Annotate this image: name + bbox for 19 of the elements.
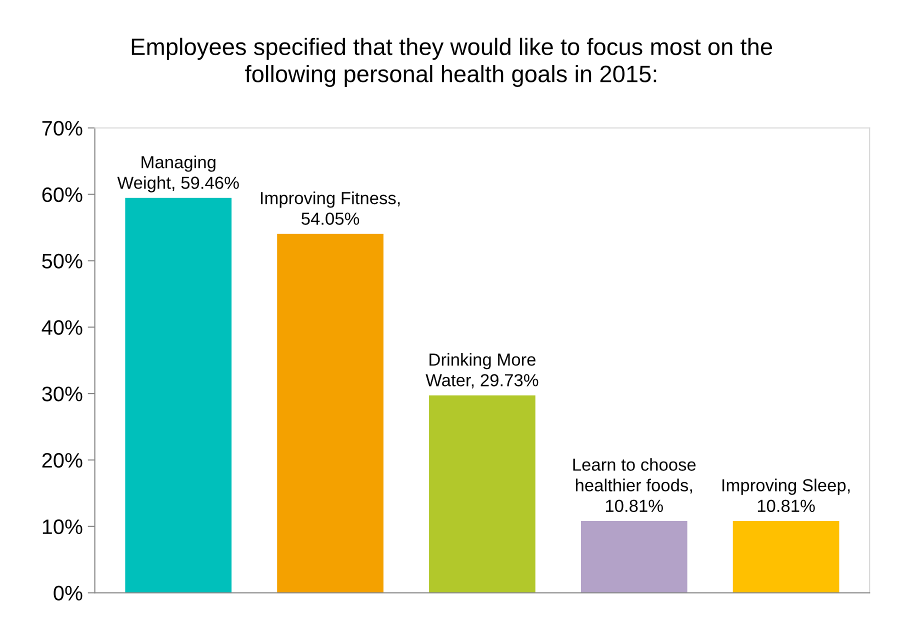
y-tick-label: 50%	[42, 254, 82, 268]
data-label: Improving Sleep, 10.81%	[722, 478, 850, 512]
y-tick-label: 30%	[42, 386, 82, 402]
data-label: Learn to choose healthier foods, 10.81%	[573, 458, 696, 512]
data-label: Drinking More Water, 29.73%	[426, 353, 538, 388]
bar	[429, 395, 536, 593]
bar	[580, 521, 688, 593]
y-tick-label: 60%	[42, 187, 82, 202]
y-tick-label: 10%	[42, 519, 82, 534]
y-tick-label: 20%	[42, 452, 82, 468]
bar	[125, 198, 232, 593]
bar	[277, 234, 384, 593]
bar	[732, 521, 840, 593]
data-label: Improving Fitness, 54.05%	[260, 192, 400, 225]
y-tick-label: 40%	[42, 320, 82, 335]
y-tick-label: 70%	[42, 120, 82, 136]
chart-title: Employees specified that they would like to focus most on the following personal health goals in 2015:	[132, 38, 772, 87]
y-tick-label: 0%	[54, 586, 82, 601]
data-label: Managing Weight, 59.46%	[117, 156, 239, 192]
